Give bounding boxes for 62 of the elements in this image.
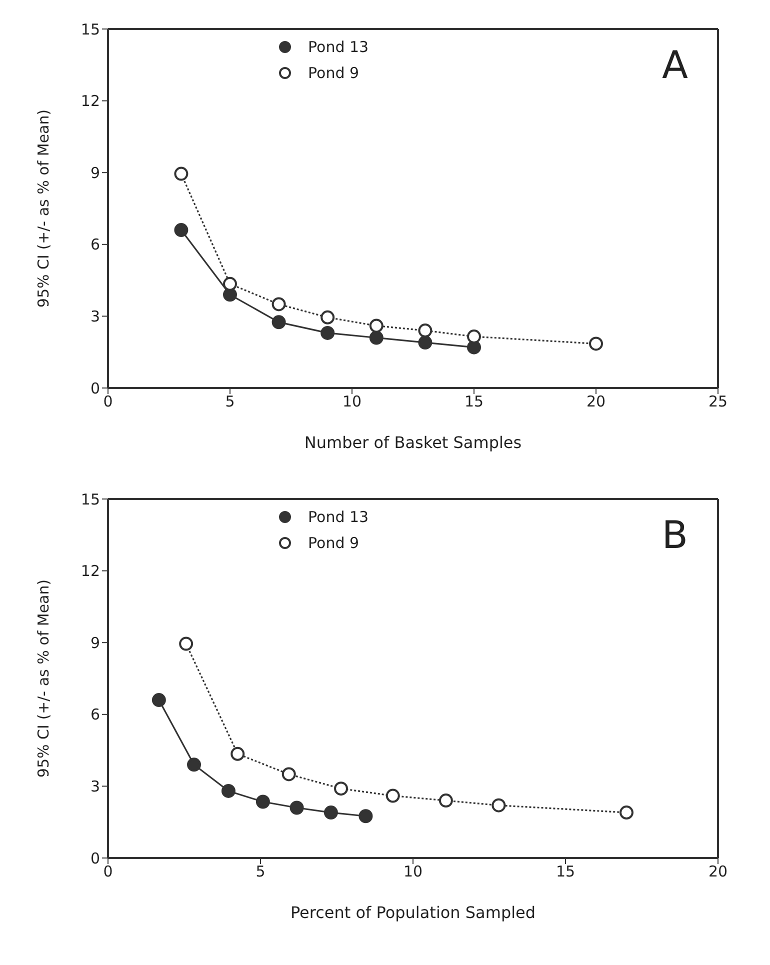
y-tick-label: 9 (90, 164, 100, 182)
point (334, 782, 348, 796)
point (174, 223, 188, 238)
y-tick-label: 3 (90, 778, 100, 796)
x-tick-label: 25 (708, 392, 728, 411)
y-tick-label: 6 (90, 236, 100, 254)
x-tick-label: 15 (464, 392, 484, 411)
y-tick-label: 15 (80, 490, 100, 508)
point (467, 340, 481, 354)
point (174, 166, 188, 181)
x-axis-title: Number of Basket Samples (304, 433, 522, 452)
point (418, 336, 432, 350)
legend-label: Pond 13 (308, 508, 369, 526)
point (620, 806, 634, 820)
annotation: A (662, 43, 688, 87)
point (187, 758, 202, 772)
y-tick-label: 15 (80, 20, 100, 38)
y-tick-label: 0 (90, 379, 100, 398)
y-axis-title: 95% CI (+/- as % of Mean) (34, 109, 52, 308)
point (358, 809, 373, 824)
point (369, 318, 384, 333)
y-tick-label: 12 (80, 562, 100, 580)
point (320, 326, 335, 340)
y-tick-label: 0 (90, 849, 100, 868)
point (179, 636, 194, 651)
legend-label: Pond 13 (308, 38, 369, 56)
legend-label: Pond 9 (308, 534, 360, 552)
legend-label: Pond 9 (308, 64, 360, 82)
y-tick-label: 6 (90, 706, 100, 724)
point (386, 788, 400, 803)
x-tick-label: 10 (342, 392, 362, 411)
point (272, 315, 286, 330)
point (290, 800, 304, 815)
x-tick-label: 20 (586, 392, 606, 411)
point (221, 784, 236, 798)
x-tick-label: 0 (103, 862, 113, 881)
annotation: B (662, 513, 688, 557)
x-tick-label: 15 (556, 862, 576, 881)
point (418, 324, 432, 338)
x-tick-label: 5 (256, 862, 266, 881)
point (467, 330, 481, 344)
x-tick-label: 10 (403, 862, 423, 881)
x-tick-label: 20 (708, 862, 728, 881)
point (492, 798, 506, 812)
y-tick-label: 12 (80, 92, 100, 110)
point (223, 276, 237, 291)
point (272, 297, 286, 312)
x-axis-title: Percent of Population Sampled (290, 903, 536, 922)
y-axis-title: 95% CI (+/- as % of Mean) (34, 579, 52, 778)
x-tick-label: 5 (225, 392, 235, 411)
point (282, 767, 296, 782)
point (256, 794, 270, 809)
point (152, 693, 166, 708)
point (438, 794, 453, 808)
y-tick-label: 9 (90, 634, 100, 652)
y-tick-label: 3 (90, 308, 100, 326)
point (324, 806, 338, 820)
point (369, 330, 384, 345)
point (589, 336, 603, 351)
point (320, 310, 335, 324)
point (230, 746, 245, 761)
x-tick-label: 0 (103, 392, 113, 411)
